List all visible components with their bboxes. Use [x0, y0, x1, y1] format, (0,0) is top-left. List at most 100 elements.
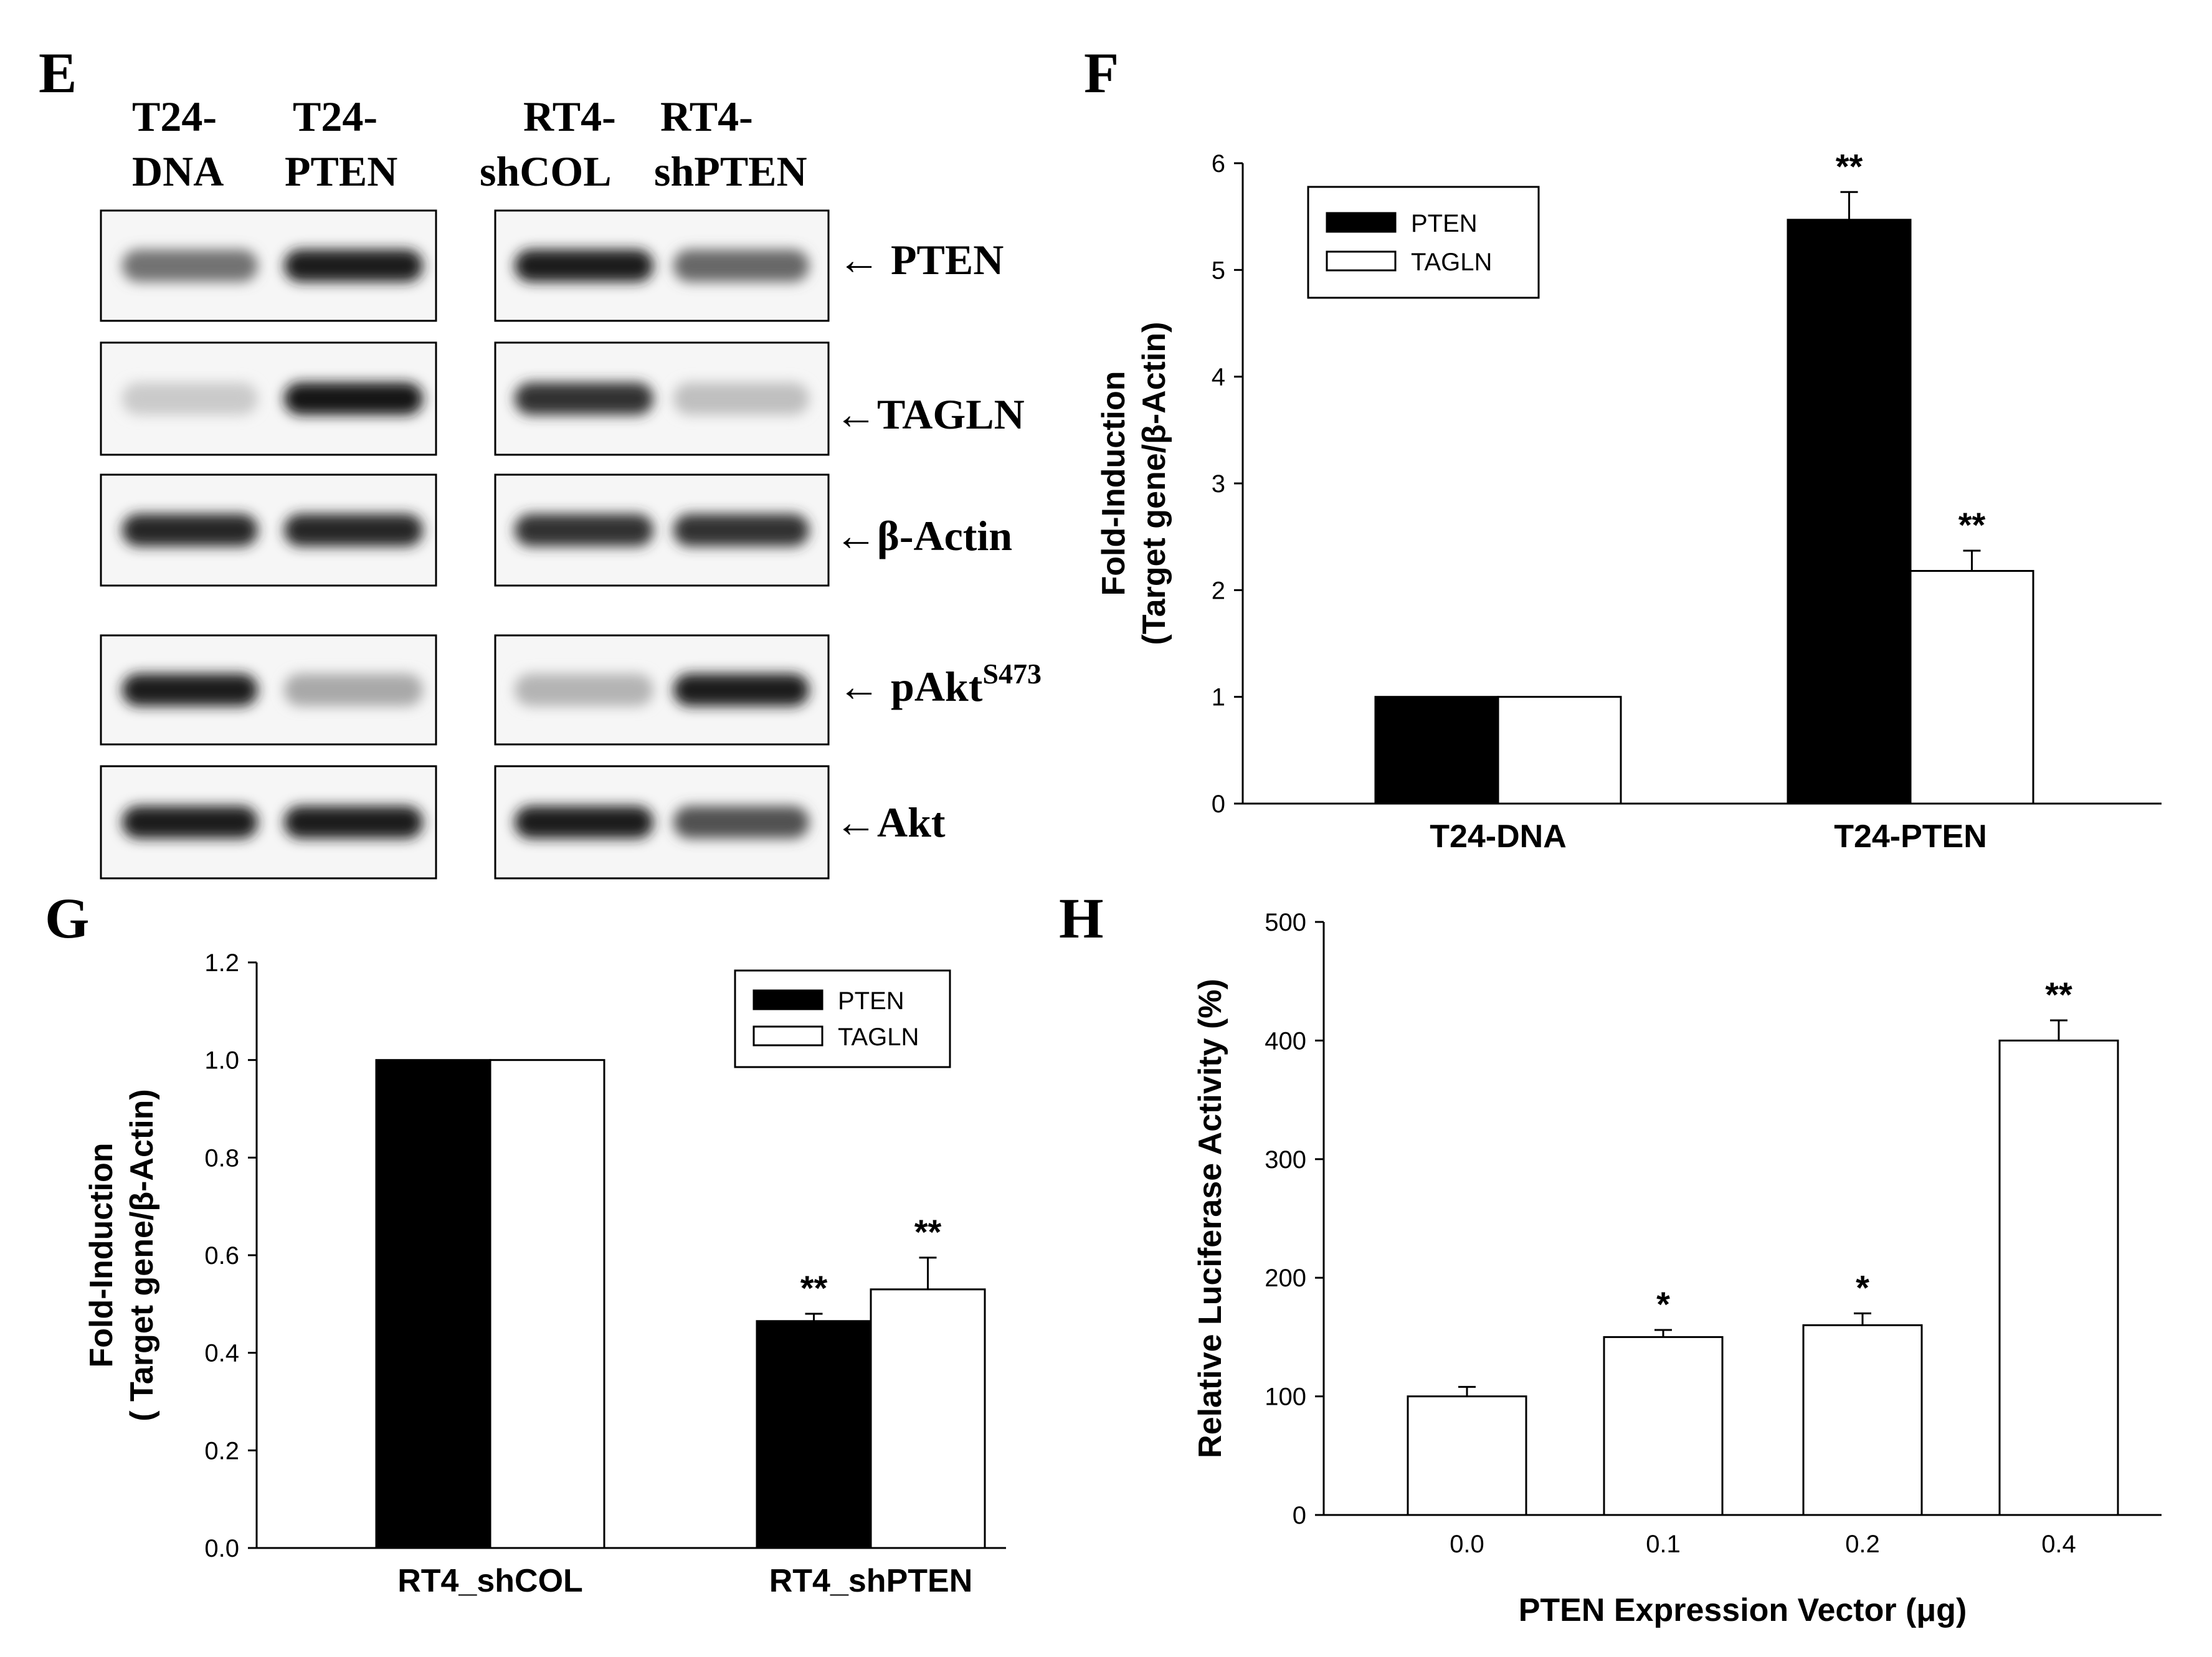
blot-band-row3-lane0 — [122, 673, 258, 706]
bar-tagln-0 — [489, 1059, 605, 1549]
blot-lane-headers: T24- DNA T24- PTEN RT4- shCOL RT4- shPTE… — [132, 93, 807, 195]
lane-label-t24-dna-line2: DNA — [132, 148, 224, 195]
y-axis-label-line2: (Target gene/β-Actin) — [1136, 321, 1172, 645]
y-axis-label: Fold-Induction — [83, 1142, 120, 1367]
lane-label-t24-dna-line1: T24- — [132, 93, 217, 140]
blot-band-row2-lane3 — [673, 514, 809, 546]
blot-row-labels: ← PTEN ←TAGLN ←β-Actin ← pAktS473 ←Akt — [835, 236, 1042, 846]
row-label-pakt-superscript: S473 — [982, 658, 1042, 690]
blot-band-row3-lane1 — [284, 673, 423, 706]
bar-pten-1 — [1787, 219, 1912, 805]
blot-band-row2-lane2 — [515, 514, 653, 546]
legend-box — [1307, 186, 1540, 299]
bar-pten-1 — [756, 1320, 872, 1549]
category-label: 0.1 — [1646, 1531, 1681, 1558]
legend-swatch-pten — [752, 989, 824, 1010]
y-tick-label: 0.6 — [204, 1242, 239, 1270]
y-tick-label: 5 — [1212, 257, 1225, 284]
lane-label-t24-pten-line2: PTEN — [285, 148, 397, 195]
panel-label-g: G — [45, 886, 90, 950]
lane-label-t24-pten-line1: T24- — [293, 93, 377, 140]
row-label-pakt: ← pAktS473 — [838, 658, 1042, 710]
significance-marker: ** — [2045, 975, 2072, 1014]
lane-label-rt4-shcol-line1: RT4- — [523, 93, 616, 140]
bar-tagln-1 — [870, 1288, 986, 1549]
blot-band-row2-lane0 — [122, 514, 258, 546]
bar-tagln-0 — [1497, 696, 1622, 805]
y-tick-label: 1.2 — [204, 949, 239, 977]
category-label: 0.0 — [1450, 1531, 1484, 1558]
legend-label-tagln: TAGLN — [1411, 249, 1492, 276]
significance-marker: ** — [800, 1268, 828, 1308]
y-tick-label: 300 — [1265, 1146, 1306, 1174]
legend-swatch-tagln — [1326, 250, 1397, 272]
blot-band-row0-lane1 — [284, 249, 423, 282]
legend-label-pten: PTEN — [1411, 210, 1478, 237]
y-tick-label: 1 — [1212, 684, 1225, 711]
blot-band-row3-lane2 — [515, 673, 653, 706]
row-label-akt: ←Akt — [835, 799, 946, 846]
blot-band-row0-lane3 — [673, 249, 809, 282]
bar-value-0 — [1407, 1395, 1527, 1516]
blot-band-row4-lane3 — [673, 806, 809, 838]
legend-label-tagln: TAGLN — [838, 1023, 919, 1051]
bar-tagln-1 — [1909, 569, 2034, 805]
x-axis-label: PTEN Expression Vector (μg) — [1519, 1592, 1967, 1628]
chart-f: 0 1 2 3 4 5 6 T24-DNA ** ** T24-PTEN Fold-Induction… — [1096, 146, 2162, 855]
blot-band-row2-lane1 — [284, 514, 423, 546]
category-label: T24-DNA — [1430, 819, 1567, 855]
significance-marker: ** — [914, 1212, 942, 1251]
significance-marker: ** — [1836, 146, 1863, 186]
chart-g: 0.0 0.2 0.4 0.6 0.8 1.0 1.2 RT4_shCOL ** ** RT4_sh… — [83, 949, 1006, 1599]
panel-label-e: E — [39, 41, 77, 105]
legend-box — [734, 969, 951, 1068]
category-label: 0.4 — [2041, 1531, 2076, 1558]
y-tick-label: 2 — [1212, 577, 1225, 604]
blot-band-row4-lane0 — [122, 806, 258, 838]
lane-label-rt4-shpten-line1: RT4- — [660, 93, 753, 140]
significance-marker: ** — [1958, 505, 1986, 544]
row-label-beta-actin: ←β-Actin — [835, 512, 1012, 559]
y-axis-label: Relative Luciferase Activity (%) — [1192, 979, 1228, 1458]
y-tick-label: 4 — [1212, 364, 1225, 391]
y-tick-label: 0 — [1293, 1502, 1306, 1529]
blot-band-row1-lane0 — [122, 382, 258, 415]
bar-value-1 — [1603, 1336, 1724, 1516]
legend-label-pten: PTEN — [838, 987, 904, 1015]
significance-marker: * — [1856, 1268, 1869, 1307]
lane-label-rt4-shpten-line2: shPTEN — [654, 148, 807, 195]
y-tick-label: 400 — [1265, 1027, 1306, 1055]
y-tick-label: 1.0 — [204, 1047, 239, 1075]
bar-pten-0 — [375, 1059, 491, 1549]
y-axis-label: Fold-Induction — [1096, 371, 1132, 596]
blot-band-row0-lane2 — [515, 249, 653, 282]
panel-label-f: F — [1084, 41, 1119, 105]
y-tick-label: 0.0 — [204, 1535, 239, 1562]
row-label-pten: ← PTEN — [838, 236, 1004, 283]
y-tick-label: 0.8 — [204, 1144, 239, 1172]
y-tick-label: 0 — [1212, 791, 1225, 818]
bar-pten-0 — [1374, 696, 1499, 805]
bar-value-3 — [1998, 1039, 2119, 1516]
y-tick-label: 3 — [1212, 470, 1225, 498]
significance-marker: * — [1656, 1284, 1670, 1324]
blot-band-row1-lane3 — [673, 382, 809, 415]
blot-band-row1-lane1 — [284, 382, 423, 415]
chart-h: 0 100 200 300 400 500 0.0 * 0.1 * 0.2 ** 0.4 Relative… — [1192, 909, 2162, 1628]
y-tick-label: 6 — [1212, 150, 1225, 178]
y-tick-label: 200 — [1265, 1265, 1306, 1292]
legend-swatch-tagln — [752, 1025, 824, 1047]
blot-band-row3-lane3 — [673, 673, 809, 706]
y-axis-label-line2: ( Target gene/β-Actin) — [124, 1089, 160, 1421]
row-label-tagln: ←TAGLN — [835, 391, 1025, 438]
category-label: RT4_shPTEN — [769, 1563, 973, 1599]
blot-band-row4-lane1 — [284, 806, 423, 838]
y-tick-label: 500 — [1265, 909, 1306, 936]
category-label: T24-PTEN — [1834, 819, 1987, 855]
legend-swatch-pten — [1326, 212, 1397, 233]
y-tick-label: 0.2 — [204, 1437, 239, 1465]
blot-band-row0-lane0 — [122, 249, 258, 282]
blot-rows — [100, 209, 830, 880]
